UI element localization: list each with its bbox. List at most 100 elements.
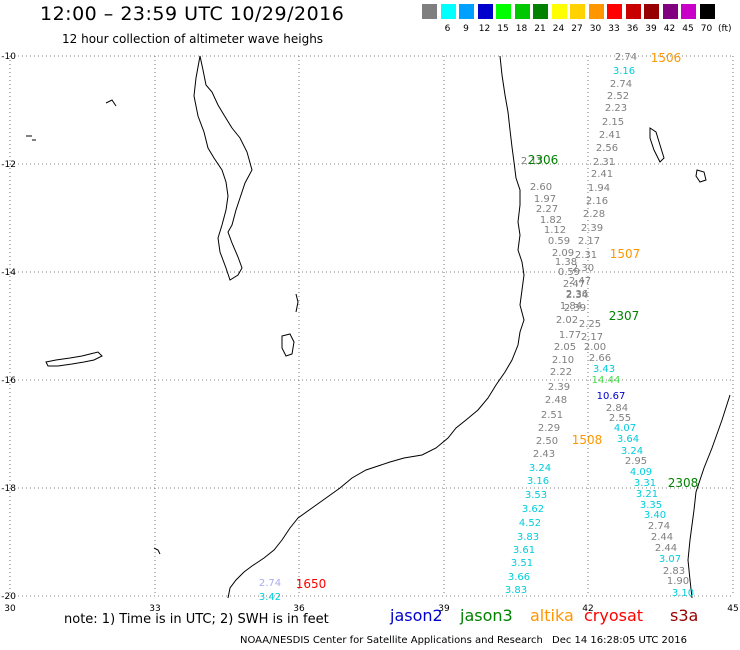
mission-label: s3a: [670, 606, 699, 625]
wave-height-label: 1.77: [559, 330, 581, 341]
legend-label: 9: [463, 24, 469, 34]
lon-tick-label: 30: [4, 604, 16, 614]
wave-height-label: 2.47: [569, 276, 591, 287]
legend-swatch: [570, 4, 585, 19]
wave-height-label: 2.83: [663, 566, 685, 577]
lon-tick-label: 39: [438, 604, 450, 614]
legend-label: 27: [571, 24, 583, 34]
pass-label: 1508: [572, 433, 603, 447]
wave-height-label: 1.38: [555, 257, 577, 268]
legend-swatch: [699, 4, 715, 19]
legend-label: 33: [608, 24, 620, 34]
legend-swatch: [607, 4, 622, 19]
legend-swatch: [496, 4, 511, 19]
wave-height-label: 3.61: [513, 545, 535, 556]
wave-height-label: 3.07: [659, 554, 681, 565]
wave-height-label: 2.36: [566, 289, 588, 300]
wave-height-label: 3.83: [505, 585, 527, 596]
legend-swatch: [644, 4, 659, 19]
mission-label: altika: [530, 606, 574, 625]
legend-swatch: [440, 4, 456, 19]
lat-lon-grid: [9, 55, 734, 597]
legend-label: 18: [515, 24, 528, 34]
axis-labels: 30 33 36 39 42 45 -10 -12 -14 -16 -18 -20: [1, 52, 738, 614]
wave-height-label: 2.60: [530, 182, 552, 193]
wave-height-label: 2.39: [581, 223, 603, 234]
legend-unit: (ft): [718, 24, 732, 34]
lat-tick-label: -20: [1, 592, 16, 602]
mission-label: jason2: [390, 606, 443, 625]
wave-height-label: 2.44: [651, 532, 673, 543]
wave-height-label: 3.43: [593, 364, 615, 375]
wave-height-label: 3.21: [636, 489, 658, 500]
wave-height-label: 2.17: [521, 156, 543, 167]
legend-swatch: [459, 4, 474, 19]
map-title: 12:00 – 23:59 UTC 10/29/2016: [40, 3, 345, 25]
wave-height-label: 2.48: [545, 395, 567, 406]
wave-height-label: 2.28: [583, 209, 605, 220]
lat-tick-label: -16: [1, 376, 16, 386]
legend-swatch: [551, 4, 567, 19]
mission-label: cryosat: [584, 606, 644, 625]
wave-height-label: 2.10: [552, 355, 574, 366]
small-lake: [281, 333, 295, 357]
wave-height-label: 2.50: [536, 436, 558, 447]
lat-tick-label: -10: [1, 52, 16, 62]
wave-height-label: 0.59: [558, 267, 580, 278]
wave-height-label: 4.09: [630, 467, 652, 478]
wave-height-label: 2.39: [564, 303, 586, 314]
north-mark: [105, 99, 117, 107]
legend-label: 39: [645, 24, 657, 34]
coastline: [26, 55, 731, 599]
wave-height-label: 1.12: [544, 225, 566, 236]
legend-label: 21: [534, 24, 546, 34]
wave-height-label: 2.41: [599, 130, 621, 141]
west-mark: [26, 135, 36, 141]
wave-height-label: 2.27: [536, 204, 558, 215]
legend-swatch: [533, 4, 548, 19]
mayotte-island: [695, 169, 707, 183]
legend-label: 6: [444, 24, 451, 34]
legend-swatch: [662, 4, 678, 19]
legend-label: 70: [700, 24, 713, 34]
wave-height-label: 3.35: [640, 500, 662, 511]
pass-label: 2308: [668, 476, 699, 490]
legend-label: 42: [663, 24, 676, 34]
lat-tick-label: -14: [1, 268, 16, 278]
wave-height-label: 3.64: [617, 434, 639, 445]
comoros-island: [649, 127, 665, 163]
wave-height-label: 3.51: [511, 558, 533, 569]
wave-height-label: 2.84: [606, 403, 628, 414]
wave-height-label: 2.56: [596, 143, 618, 154]
wave-height-label: 2.43: [533, 449, 555, 460]
wave-height-label: 2.74: [259, 578, 281, 589]
lake-malawi-outline: [193, 55, 253, 281]
legend-label: 36: [626, 24, 639, 34]
lon-tick-label: 45: [727, 604, 738, 614]
mission-label: jason3: [460, 606, 513, 625]
wave-height-label: 3.24: [621, 446, 643, 457]
legend-label: 45: [682, 24, 694, 34]
legend-swatch: [625, 4, 641, 19]
lat-tick-label: -12: [1, 160, 16, 170]
generated-timestamp: Dec 14 16:28:05 UTC 2016: [552, 635, 687, 646]
wave-height-label: 2.25: [579, 319, 601, 330]
madagascar-west-coast: [687, 394, 731, 599]
wave-height-labels: 2.743.162.742.522.232.152.412.562.312.41…: [259, 52, 694, 603]
wave-height-label: 2.44: [655, 543, 677, 554]
wave-height-label: 2.05: [554, 342, 576, 353]
wave-height-label: 3.24: [529, 463, 551, 474]
wave-height-label: 2.34: [566, 290, 588, 301]
wave-height-label: 2.41: [591, 169, 613, 180]
wave-height-label: 2.09: [552, 248, 574, 259]
pass-label: 1506: [651, 51, 682, 65]
wave-height-label: 14.44: [592, 375, 621, 386]
wave-height-label: 4.07: [614, 423, 636, 434]
legend-swatch: [422, 4, 437, 19]
wave-height-label: 2.22: [550, 367, 572, 378]
wave-height-label: 2.74: [648, 521, 670, 532]
wave-height-label: 4.52: [519, 518, 541, 529]
wave-height-label: 3.62: [522, 504, 544, 515]
south-mark: [153, 547, 161, 555]
lat-tick-label: -18: [1, 484, 16, 494]
